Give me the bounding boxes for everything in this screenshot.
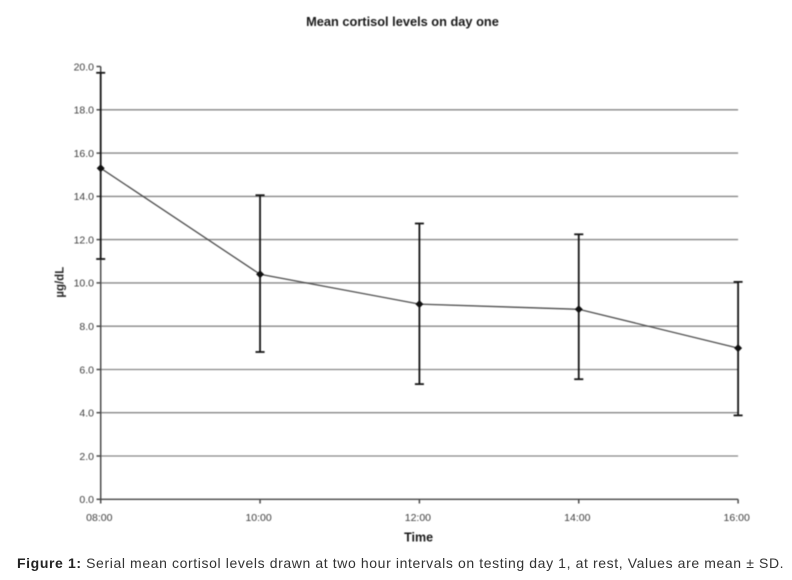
svg-text:14.0: 14.0	[74, 191, 95, 203]
svg-text:18.0: 18.0	[74, 105, 95, 117]
svg-text:Mean cortisol levels on day on: Mean cortisol levels on day one	[306, 14, 499, 29]
svg-text:6.0: 6.0	[79, 364, 94, 376]
svg-text:16:00: 16:00	[724, 512, 750, 524]
svg-text:20.0: 20.0	[74, 61, 95, 73]
svg-text:Time: Time	[404, 531, 433, 545]
svg-text:2.0: 2.0	[79, 451, 94, 463]
svg-text:10:00: 10:00	[245, 512, 271, 524]
svg-text:8.0: 8.0	[79, 321, 94, 333]
svg-text:10.0: 10.0	[74, 278, 95, 290]
svg-text:12.0: 12.0	[74, 234, 95, 246]
svg-text:µg/dL: µg/dL	[55, 267, 67, 298]
svg-text:14:00: 14:00	[564, 512, 590, 524]
svg-text:08:00: 08:00	[86, 512, 112, 524]
svg-text:4.0: 4.0	[79, 408, 94, 420]
svg-text:12:00: 12:00	[405, 512, 431, 524]
svg-text:16.0: 16.0	[74, 148, 95, 160]
svg-text:0.0: 0.0	[79, 494, 94, 506]
